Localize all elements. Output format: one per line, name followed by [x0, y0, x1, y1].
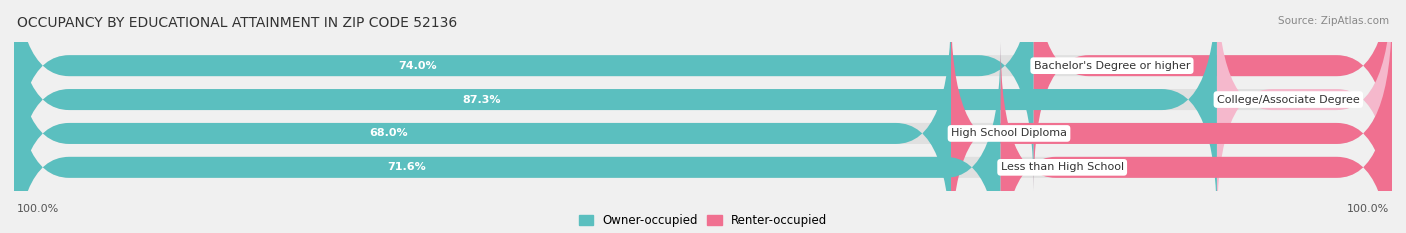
- FancyBboxPatch shape: [950, 8, 1392, 233]
- Legend: Owner-occupied, Renter-occupied: Owner-occupied, Renter-occupied: [579, 214, 827, 227]
- Text: High School Diploma: High School Diploma: [950, 128, 1067, 138]
- Text: College/Associate Degree: College/Associate Degree: [1218, 95, 1360, 105]
- FancyBboxPatch shape: [1001, 42, 1392, 233]
- FancyBboxPatch shape: [14, 42, 1392, 233]
- FancyBboxPatch shape: [1218, 0, 1392, 225]
- Text: Bachelor's Degree or higher: Bachelor's Degree or higher: [1033, 61, 1191, 71]
- Text: 74.0%: 74.0%: [398, 61, 437, 71]
- FancyBboxPatch shape: [14, 0, 1392, 191]
- Text: 71.6%: 71.6%: [387, 162, 426, 172]
- Text: 100.0%: 100.0%: [1347, 204, 1389, 214]
- FancyBboxPatch shape: [14, 0, 1218, 225]
- FancyBboxPatch shape: [1033, 0, 1392, 191]
- FancyBboxPatch shape: [14, 8, 1392, 233]
- FancyBboxPatch shape: [14, 0, 1392, 225]
- FancyBboxPatch shape: [14, 0, 1033, 191]
- FancyBboxPatch shape: [14, 8, 950, 233]
- Text: 100.0%: 100.0%: [17, 204, 59, 214]
- FancyBboxPatch shape: [14, 42, 1001, 233]
- Text: Source: ZipAtlas.com: Source: ZipAtlas.com: [1278, 16, 1389, 26]
- Text: 87.3%: 87.3%: [463, 95, 501, 105]
- Text: OCCUPANCY BY EDUCATIONAL ATTAINMENT IN ZIP CODE 52136: OCCUPANCY BY EDUCATIONAL ATTAINMENT IN Z…: [17, 16, 457, 30]
- Text: Less than High School: Less than High School: [1001, 162, 1123, 172]
- Text: 68.0%: 68.0%: [370, 128, 408, 138]
